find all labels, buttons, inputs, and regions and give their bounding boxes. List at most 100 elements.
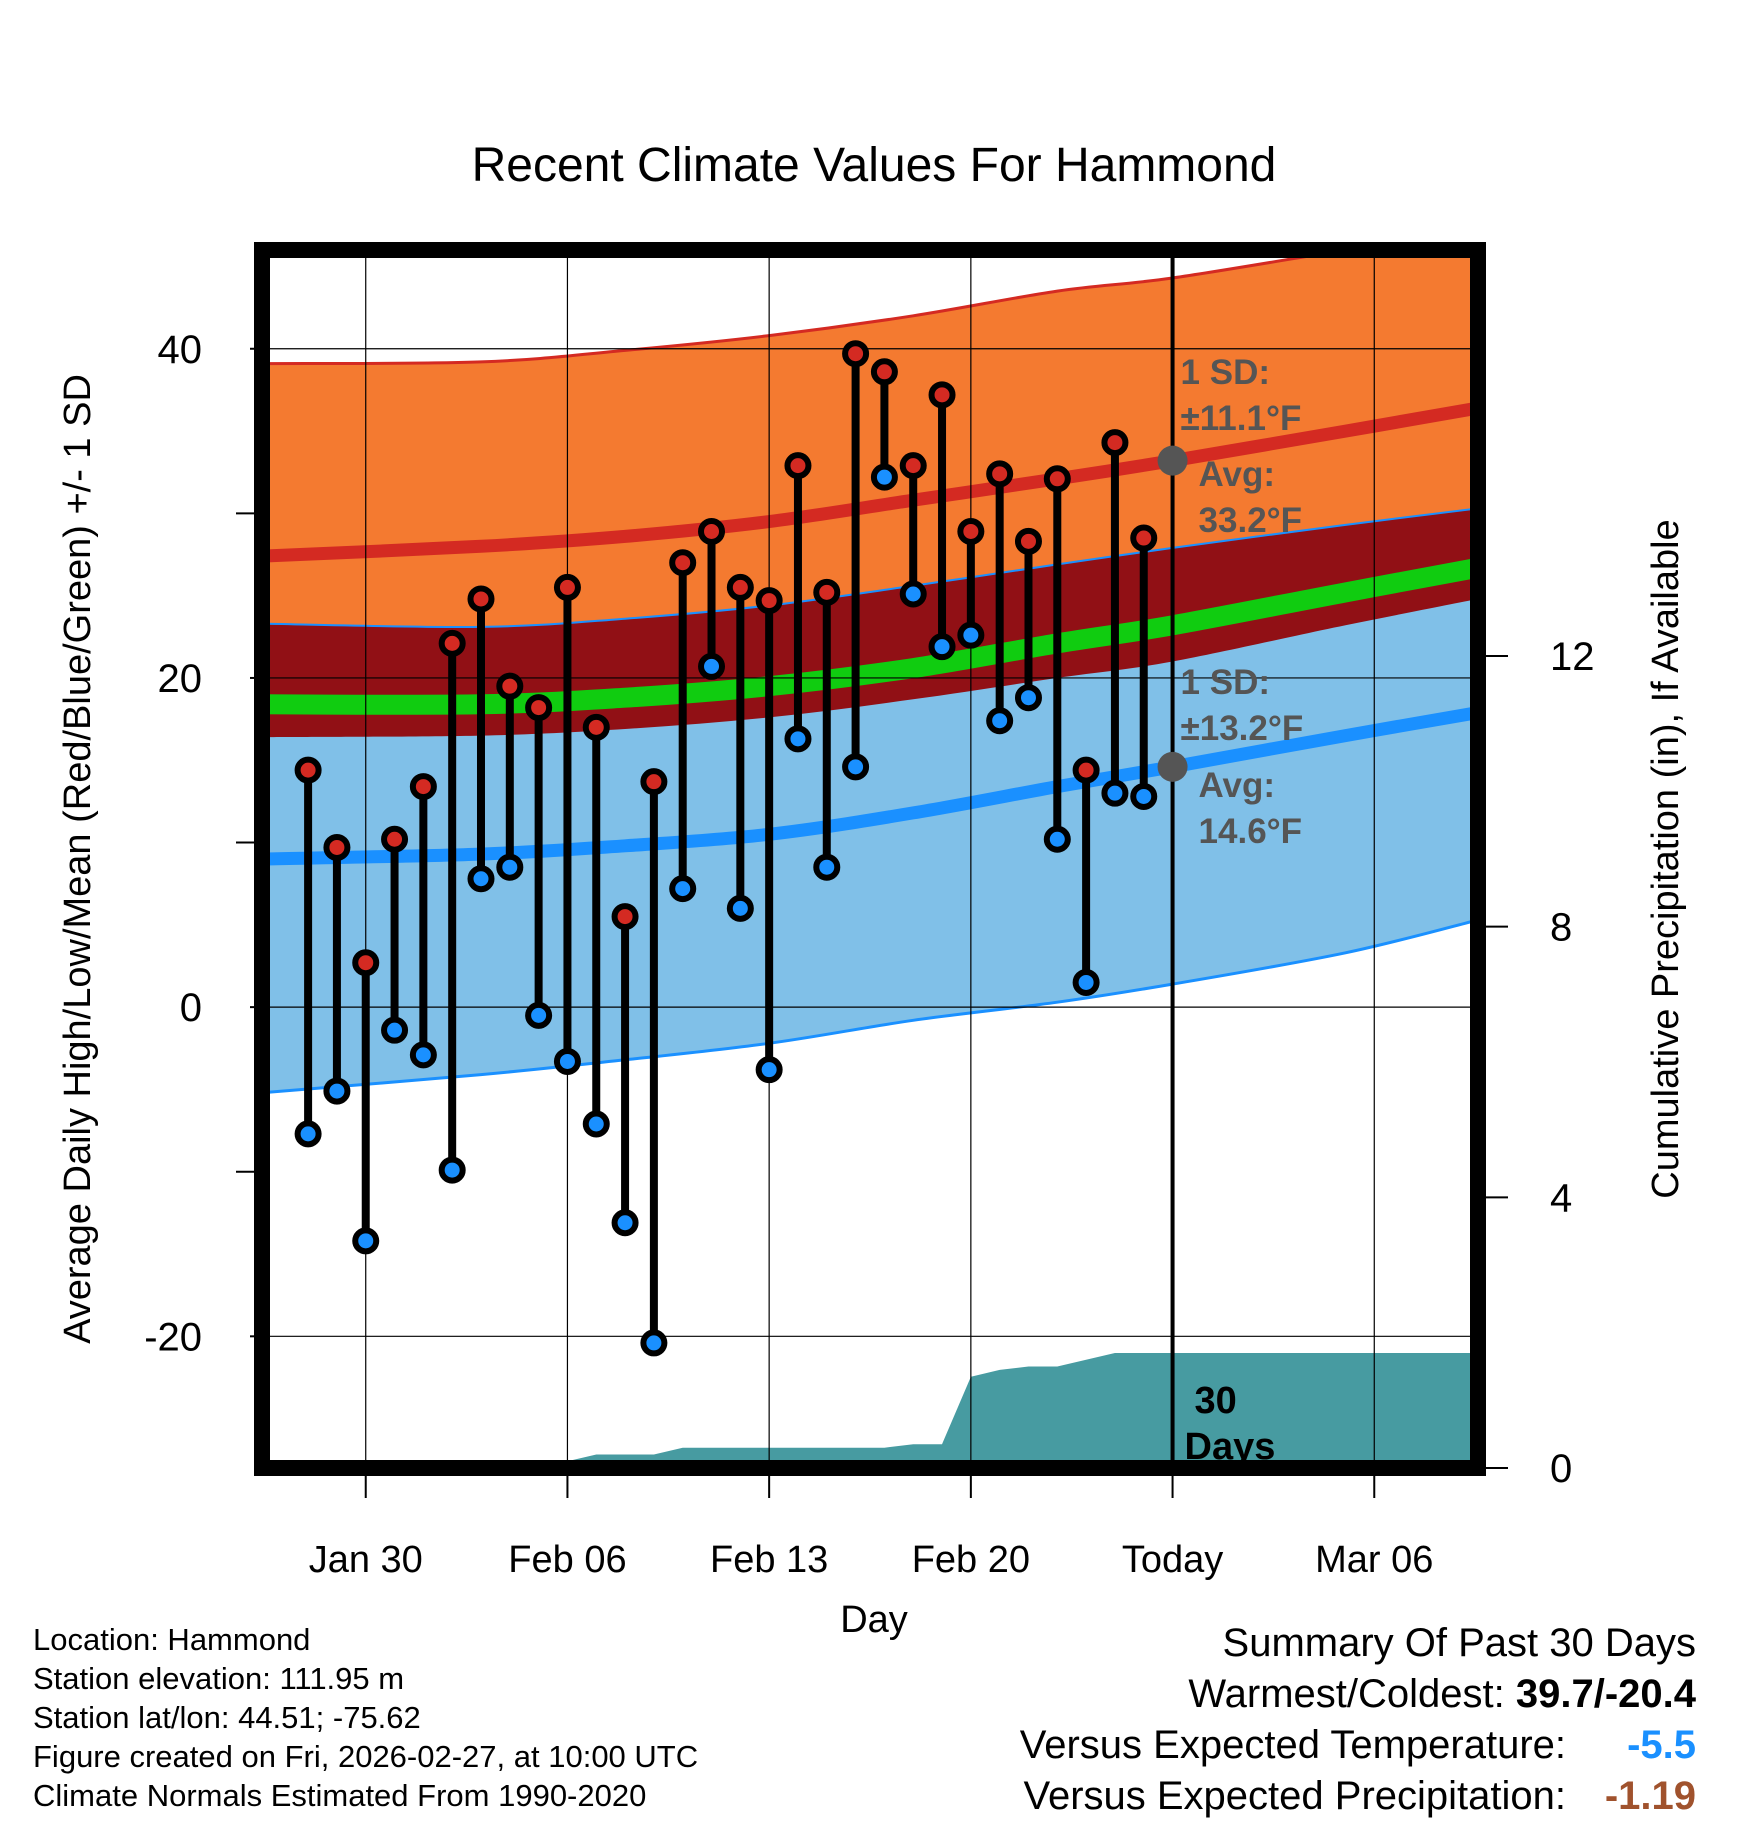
daily-low-point — [957, 621, 985, 649]
daily-low-point — [726, 894, 754, 922]
daily-high-point — [1101, 429, 1129, 457]
x-tick-label: Feb 20 — [912, 1539, 1030, 1581]
daily-low-point — [813, 853, 841, 881]
x-tick-label: Today — [1122, 1539, 1223, 1581]
daily-low-point — [698, 652, 726, 680]
high-sd-upper-line — [262, 250, 1355, 366]
daily-low-point — [1130, 782, 1158, 810]
days-label-number: 30 — [1195, 1380, 1237, 1422]
daily-high-point — [986, 460, 1014, 488]
daily-low-point — [467, 865, 495, 893]
warm-cold-value: 39.7/-20.4 — [1515, 1672, 1696, 1716]
daily-low-point — [525, 1001, 553, 1029]
daily-high-point — [496, 672, 524, 700]
latlon-text: Station lat/lon: 44.51; -75.62 — [33, 1700, 421, 1735]
daily-high-point — [784, 452, 812, 480]
daily-high-point — [726, 573, 754, 601]
y-tick-label: 40 — [158, 328, 203, 372]
high-sd-title: 1 SD: — [1181, 353, 1270, 392]
daily-low-point — [611, 1209, 639, 1237]
daily-high-point — [928, 381, 956, 409]
daily-high-point — [467, 585, 495, 613]
x-tick-label: Mar 06 — [1315, 1539, 1433, 1581]
daily-low-point — [553, 1047, 581, 1075]
daily-low-point — [294, 1120, 322, 1148]
low-sd-lower-line — [262, 918, 1478, 1095]
y-tick-label: 20 — [158, 657, 203, 701]
daily-high-point — [438, 629, 466, 657]
precip-row: Versus Expected Precipitation: -1.19 — [1020, 1771, 1696, 1822]
plot-area: 1 SD: ±11.1°F Avg: 33.2°F 1 SD: ±13.2°F Avg: 14… — [262, 250, 1478, 1468]
daily-low-point — [870, 463, 898, 491]
temp-value: -5.5 — [1627, 1723, 1696, 1767]
daily-low-point — [928, 633, 956, 661]
daily-low-point — [323, 1077, 351, 1105]
temp-label: Versus Expected Temperature: — [1019, 1723, 1566, 1767]
y2-tick-label: 4 — [1550, 1176, 1572, 1220]
x-axis-label: Day — [840, 1599, 908, 1641]
daily-low-point — [496, 853, 524, 881]
daily-low-point — [1101, 779, 1129, 807]
precip-value: -1.19 — [1604, 1774, 1696, 1818]
low-sd-value: ±13.2°F — [1181, 709, 1304, 748]
created-text: Figure created on Fri, 2026-02-27, at 10… — [33, 1739, 699, 1774]
precip-label: Versus Expected Precipitation: — [1023, 1774, 1566, 1818]
daily-high-point — [957, 517, 985, 545]
daily-high-point — [1043, 465, 1071, 493]
y-tick-label: 0 — [180, 986, 202, 1030]
summary-heading: Summary Of Past 30 Days — [1222, 1621, 1696, 1665]
daily-high-point — [525, 694, 553, 722]
daily-low-point — [1043, 825, 1071, 853]
plot-frame — [254, 242, 1486, 1476]
y2-tick-label: 12 — [1550, 635, 1595, 679]
today-low-avg-marker — [1157, 751, 1188, 782]
daily-low-point — [842, 753, 870, 781]
daily-high-point — [611, 903, 639, 931]
warm-cold-label: Warmest/Coldest: — [1188, 1672, 1516, 1716]
daily-high-point — [899, 452, 927, 480]
daily-low-point — [352, 1227, 380, 1255]
daily-low-point — [640, 1329, 668, 1357]
summary-panel: Summary Of Past 30 Days Warmest/Coldest:… — [1020, 1618, 1696, 1822]
daily-high-point — [669, 549, 697, 577]
daily-high-point — [409, 773, 437, 801]
y-tick-label: -20 — [144, 1315, 202, 1359]
daily-low-point — [1072, 968, 1100, 996]
warm-cold-row: Warmest/Coldest: 39.7/-20.4 — [1020, 1669, 1696, 1720]
low-avg-value: 14.6°F — [1199, 812, 1303, 851]
daily-high-point — [553, 573, 581, 601]
daily-high-point — [294, 756, 322, 784]
daily-high-point — [1130, 524, 1158, 552]
daily-low-point — [669, 875, 697, 903]
daily-high-point — [842, 340, 870, 368]
chart-title: Recent Climate Values For Hammond — [472, 139, 1277, 192]
daily-high-point — [870, 358, 898, 386]
daily-high-point — [755, 587, 783, 615]
daily-high-point — [352, 949, 380, 977]
daily-low-point — [582, 1110, 610, 1138]
daily-high-point — [323, 833, 351, 861]
daily-low-point — [1014, 684, 1042, 712]
daily-high-point — [381, 825, 409, 853]
location-text: Location: Hammond — [33, 1622, 311, 1657]
daily-low-point — [784, 725, 812, 753]
daily-low-point — [986, 707, 1014, 735]
y-axis-label: Average Daily High/Low/Mean (Red/Blue/Gr… — [57, 374, 99, 1344]
daily-low-point — [409, 1041, 437, 1069]
daily-high-point — [1072, 756, 1100, 784]
daily-high-point — [640, 768, 668, 796]
high-sd-value: ±11.1°F — [1181, 399, 1302, 438]
daily-high-point — [813, 578, 841, 606]
today-high-avg-marker — [1157, 445, 1188, 476]
high-avg-title: Avg: — [1199, 455, 1275, 494]
daily-high-point — [1014, 527, 1042, 555]
daily-high-point — [582, 713, 610, 741]
daily-low-point — [899, 580, 927, 608]
daily-low-point — [755, 1056, 783, 1084]
high-avg-value: 33.2°F — [1199, 501, 1303, 540]
x-tick-label: Feb 13 — [710, 1539, 828, 1581]
low-avg-title: Avg: — [1199, 766, 1275, 805]
x-tick-label: Feb 06 — [508, 1539, 626, 1581]
low-sd-title: 1 SD: — [1181, 663, 1270, 702]
